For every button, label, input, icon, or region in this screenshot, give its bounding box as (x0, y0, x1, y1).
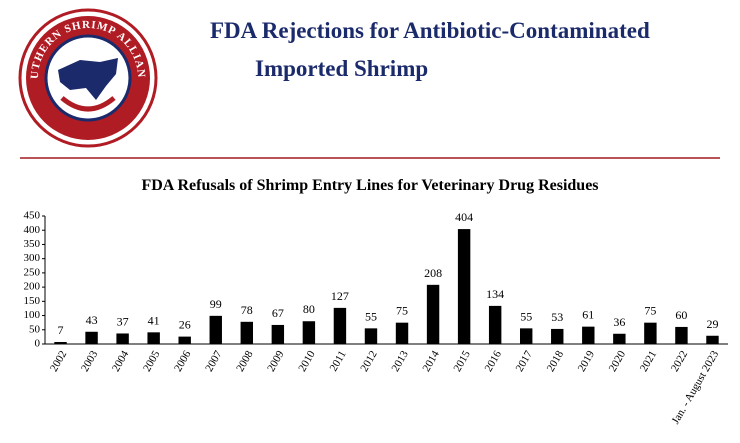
y-tick-label: 150 (24, 295, 41, 307)
x-tick-label: 2002 (48, 349, 69, 374)
data-label: 99 (210, 297, 222, 311)
data-label: 60 (675, 308, 687, 322)
x-tick-label: 2008 (234, 348, 256, 373)
x-tick-label: 2016 (483, 348, 505, 373)
bar (333, 307, 347, 344)
x-tick-label: 2006 (172, 348, 194, 373)
bar (457, 229, 471, 344)
bar (644, 322, 657, 344)
logo: SOUTHERN SHRIMP ALLIANCE (0, 0, 158, 148)
data-label: 55 (365, 309, 377, 323)
x-tick-label: 2019 (576, 348, 598, 373)
bar (54, 342, 67, 344)
chart: 0 50 100 150 200 250 300 350 400 450 2002 7 2003 43 20… (24, 210, 728, 426)
bar (613, 333, 626, 344)
data-label: 36 (613, 315, 625, 329)
x-tick-label: 2007 (203, 348, 225, 373)
data-label: 67 (272, 306, 284, 320)
x-tick-label: 2015 (452, 348, 474, 373)
data-label: 75 (396, 304, 408, 318)
bar (519, 328, 533, 344)
bar (240, 321, 254, 344)
bar (582, 326, 595, 344)
logo-shrimp (60, 96, 116, 112)
bar (364, 328, 378, 344)
x-tick-label: 2020 (607, 348, 629, 373)
data-label: 80 (303, 302, 315, 316)
data-label: 7 (58, 323, 64, 337)
data-label: 127 (331, 289, 349, 303)
data-label: 41 (148, 313, 160, 327)
x-tick-label: 2021 (638, 349, 659, 374)
data-label: 404 (455, 210, 473, 224)
data-label: 78 (241, 303, 253, 317)
x-tick-label: 2013 (389, 348, 411, 373)
slide-title: FDA Rejections for Antibiotic-Contaminat… (210, 18, 650, 43)
y-tick-label: 0 (35, 338, 41, 350)
bar (488, 305, 502, 344)
bar (426, 284, 440, 344)
data-label: 55 (520, 309, 532, 323)
x-tick-label: 2010 (296, 348, 318, 373)
bar (147, 332, 160, 344)
x-tick-label: 2014 (420, 348, 442, 373)
data-label: 43 (86, 313, 98, 327)
x-tick-label: 2017 (514, 348, 536, 373)
x-tick-label: 2005 (141, 348, 163, 373)
bar (116, 333, 129, 344)
y-tick-label: 250 (24, 266, 41, 278)
y-tick-label: 300 (24, 252, 41, 264)
bar (85, 331, 98, 344)
y-tick-label: 100 (24, 309, 41, 321)
data-label: 26 (179, 318, 191, 332)
data-label: 134 (486, 287, 504, 301)
x-tick-label: 2011 (328, 349, 349, 374)
y-tick-label: 450 (24, 210, 41, 222)
bar (178, 336, 191, 344)
y-tick-label: 200 (24, 281, 41, 293)
y-tick-label: 50 (29, 323, 41, 335)
bar (209, 315, 222, 344)
x-tick-label: 2018 (545, 348, 567, 373)
bar (271, 324, 285, 344)
x-tick-label: 2012 (358, 349, 379, 374)
slide-title: Imported Shrimp (255, 56, 428, 81)
bar (675, 326, 688, 344)
x-tick-label: 2003 (79, 348, 101, 373)
bar (551, 328, 564, 344)
data-label: 53 (551, 310, 563, 324)
data-label: 29 (706, 317, 718, 331)
data-label: 61 (582, 308, 594, 322)
y-tick-label: 400 (24, 224, 41, 236)
chart-title: FDA Refusals of Shrimp Entry Lines for V… (141, 177, 598, 194)
x-tick-label: 2022 (669, 349, 690, 374)
bar (395, 322, 409, 344)
bar (706, 335, 719, 344)
data-label: 37 (117, 314, 129, 328)
logo-map (58, 58, 118, 100)
y-tick-label: 350 (24, 238, 41, 250)
bar (302, 321, 316, 344)
data-label: 75 (644, 304, 656, 318)
data-label: 208 (424, 266, 442, 280)
x-tick-label: 2009 (265, 348, 287, 373)
x-tick-label: 2004 (110, 348, 132, 373)
